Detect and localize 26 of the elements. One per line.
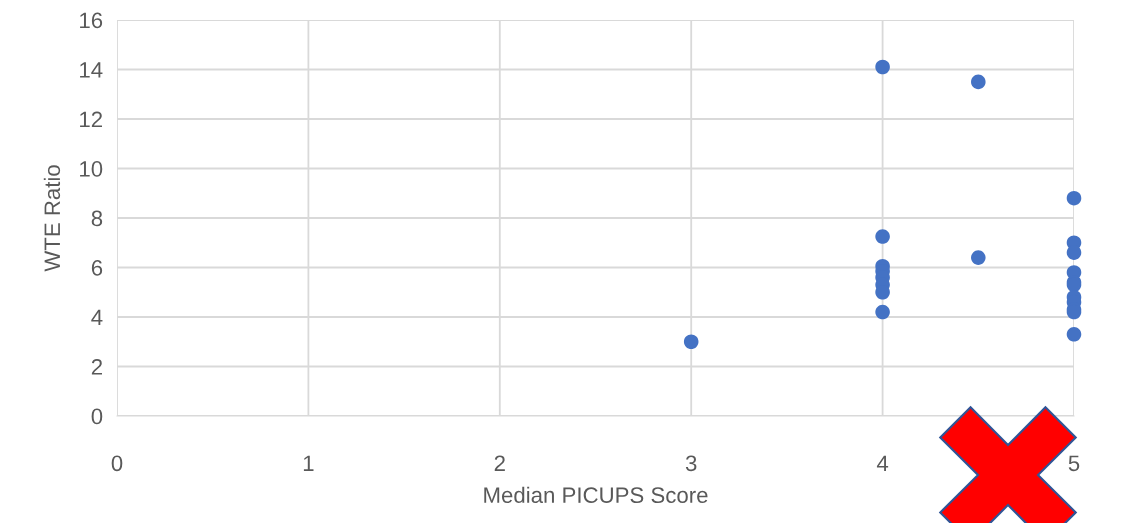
y-tick-label: 10 (80, 161, 103, 177)
point (875, 304, 890, 320)
point (683, 334, 699, 350)
point (1066, 327, 1082, 342)
x-tick-label: 4 (876, 455, 889, 471)
x-tick-label: 5 (1068, 455, 1080, 472)
y-tick-label: 0 (91, 408, 103, 425)
point (875, 229, 890, 244)
y-tick-label: 8 (91, 210, 103, 227)
x-tick-label: 3 (685, 455, 697, 472)
y-axis-title: WTE Ratio (43, 165, 61, 272)
y-tick-label: 12 (80, 111, 102, 128)
point (1066, 245, 1082, 260)
y-tick-label: 2 (91, 359, 102, 375)
point (971, 250, 986, 265)
point (875, 59, 890, 75)
x-tick-label: 0 (111, 455, 123, 472)
point (1066, 190, 1082, 206)
x-tick-label: 1 (303, 455, 314, 471)
x-axis-title: Median PICUPS Score (484, 486, 708, 504)
y-tick-label: 16 (80, 12, 103, 29)
y-tick-label: 6 (91, 260, 103, 276)
x-tick-label: 2 (494, 455, 505, 471)
y-tick-label: 4 (91, 309, 103, 326)
y-tick-label: 14 (80, 62, 103, 78)
point (971, 74, 986, 90)
